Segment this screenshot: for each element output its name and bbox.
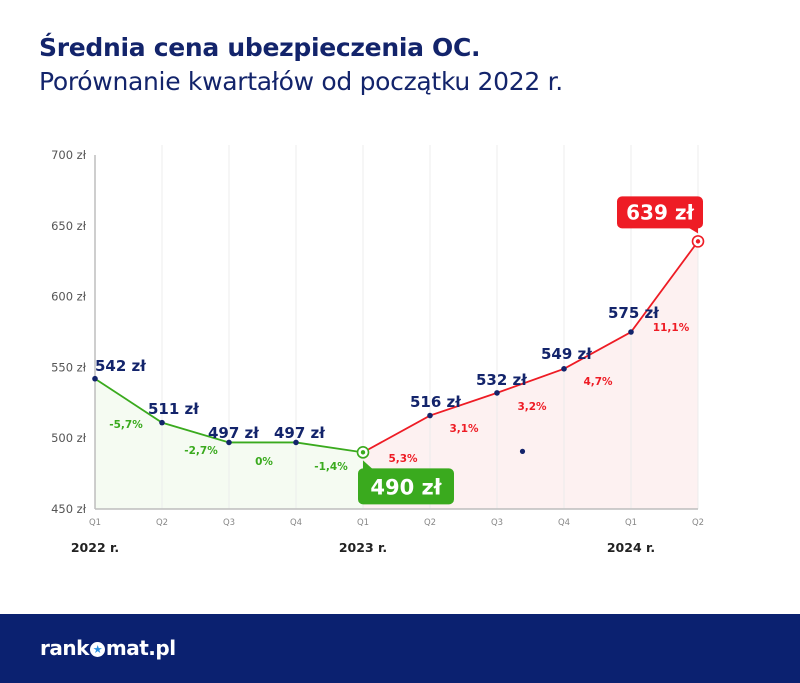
area-fill-increase bbox=[363, 241, 698, 509]
data-point bbox=[92, 375, 98, 382]
year-label: 2023 r. bbox=[339, 540, 387, 555]
year-label: 2024 r. bbox=[607, 540, 655, 555]
chart-title: Średnia cena ubezpieczenia OC. bbox=[39, 33, 481, 62]
y-tick-label: 700 zł bbox=[51, 148, 87, 162]
change-label: -1,4% bbox=[314, 461, 348, 473]
y-tick-label: 450 zł bbox=[51, 502, 87, 516]
change-label: 5,3% bbox=[388, 453, 418, 465]
value-label: 511 zł bbox=[148, 400, 199, 418]
callout-pointer-max bbox=[688, 227, 698, 234]
data-point bbox=[226, 439, 232, 446]
x-tick-label: Q3 bbox=[491, 518, 503, 528]
data-point bbox=[159, 419, 165, 426]
logo-text-end: mat.pl bbox=[105, 636, 176, 660]
data-point bbox=[494, 390, 500, 396]
x-tick-label: Q2 bbox=[424, 518, 436, 528]
change-label: 11,1% bbox=[653, 322, 690, 334]
value-label: 549 zł bbox=[541, 345, 592, 363]
value-label: 497 zł bbox=[208, 424, 259, 442]
data-point bbox=[293, 439, 299, 446]
x-tick-label: Q2 bbox=[692, 518, 704, 528]
callout-max-label: 639 zł bbox=[626, 200, 694, 224]
value-label: 532 zł bbox=[476, 371, 527, 389]
x-tick-label: Q1 bbox=[357, 518, 369, 528]
callout-min-label: 490 zł bbox=[370, 475, 442, 499]
highlight-point-center bbox=[695, 239, 701, 244]
star-icon: ★ bbox=[89, 641, 105, 657]
x-tick-label: Q1 bbox=[625, 518, 637, 528]
value-label: 575 zł bbox=[608, 304, 659, 322]
data-point bbox=[561, 366, 567, 372]
logo-text-start: rank bbox=[40, 636, 89, 660]
data-point bbox=[427, 412, 433, 419]
value-label: 516 zł bbox=[410, 393, 461, 411]
value-label: 542 zł bbox=[95, 357, 146, 375]
change-label: -2,7% bbox=[184, 445, 218, 457]
x-tick-label: Q1 bbox=[89, 518, 101, 528]
change-label: 4,7% bbox=[583, 376, 613, 388]
y-tick-label: 650 zł bbox=[51, 219, 87, 233]
x-tick-label: Q3 bbox=[223, 518, 235, 528]
footer-bar: rank ★ mat.pl bbox=[0, 614, 800, 683]
callout-min-box bbox=[358, 468, 454, 505]
change-label: -5,7% bbox=[109, 419, 143, 431]
rankomat-logo[interactable]: rank ★ mat.pl bbox=[40, 636, 176, 660]
change-label: 3,2% bbox=[517, 401, 547, 413]
callout-pointer-min bbox=[363, 460, 373, 470]
y-tick-label: 500 zł bbox=[51, 431, 87, 445]
series-line-increase bbox=[362, 240, 699, 454]
x-tick-label: Q4 bbox=[558, 518, 570, 528]
highlight-point-center bbox=[360, 450, 366, 455]
x-tick-label: Q2 bbox=[156, 518, 168, 528]
data-point bbox=[628, 329, 634, 335]
stray-marker-point bbox=[519, 448, 526, 454]
y-tick-label: 550 zł bbox=[51, 360, 87, 374]
change-label: 3,1% bbox=[449, 423, 479, 435]
year-label: 2022 r. bbox=[71, 540, 119, 555]
change-label: 0% bbox=[255, 456, 273, 468]
chart-subtitle: Porównanie kwartałów od początku 2022 r. bbox=[39, 67, 563, 96]
y-tick-label: 600 zł bbox=[51, 290, 87, 304]
callout-max-box bbox=[617, 196, 703, 229]
x-tick-label: Q4 bbox=[290, 518, 302, 528]
value-label: 497 zł bbox=[274, 424, 325, 442]
